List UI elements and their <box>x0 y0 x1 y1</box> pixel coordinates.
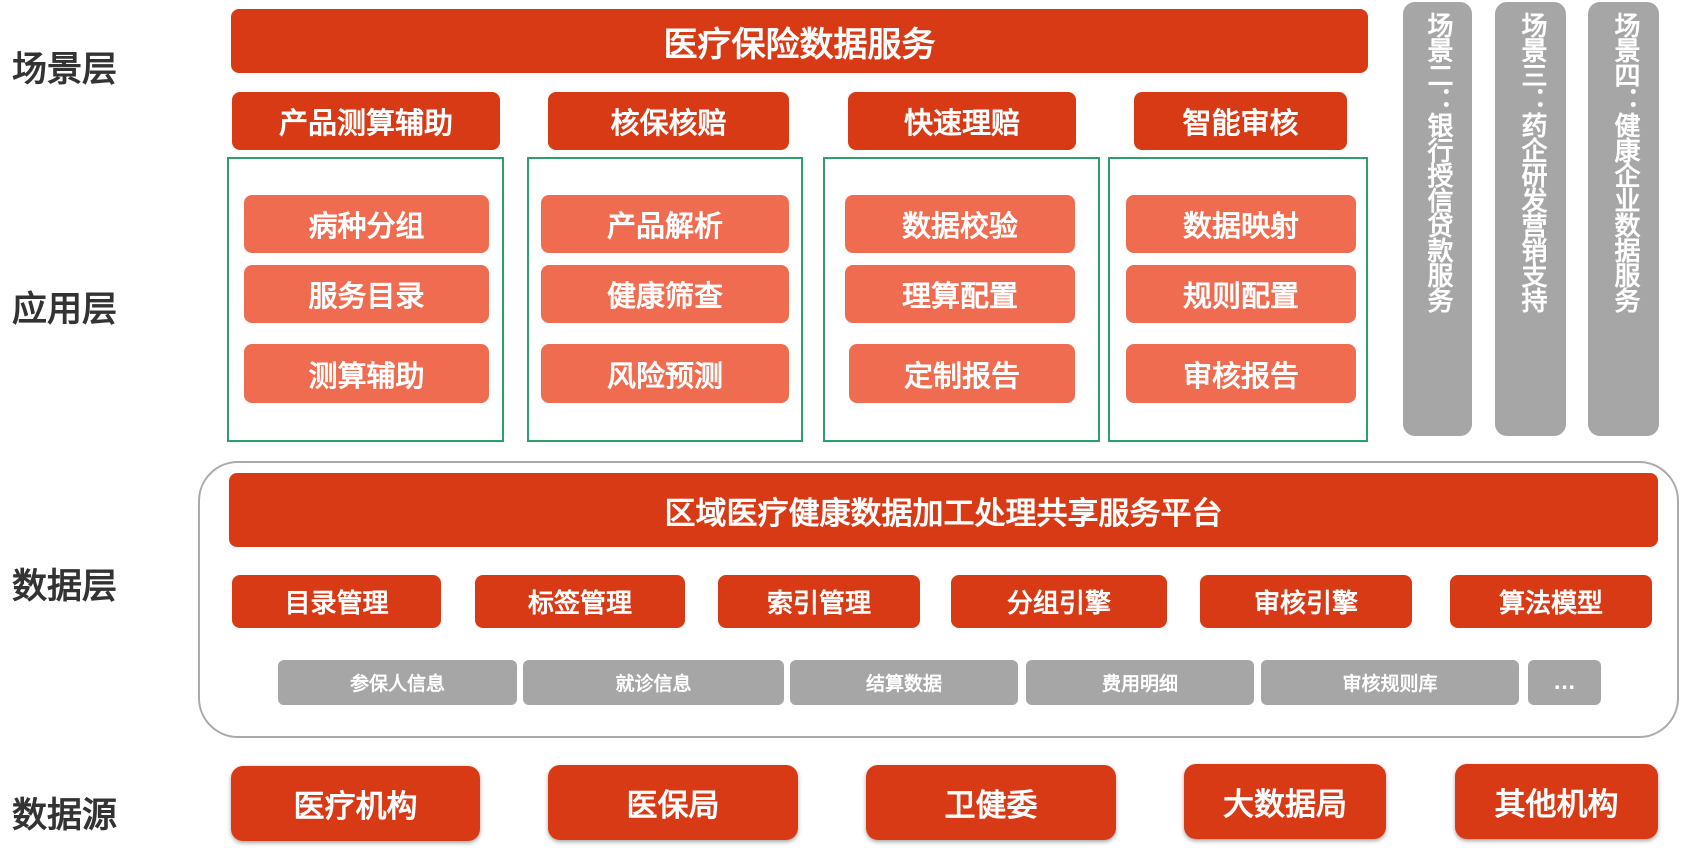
module-item: 标签管理 <box>475 575 685 628</box>
source-item: 医保局 <box>548 765 798 840</box>
source-item: 医疗机构 <box>231 766 480 841</box>
layer-label-app: 应用层 <box>12 289 118 330</box>
source-item: 其他机构 <box>1455 764 1658 839</box>
data-item: ... <box>1528 660 1601 705</box>
scene-bar: 场景三：药企研发营销支持 <box>1495 2 1566 436</box>
layer-label-data: 数据层 <box>12 566 118 607</box>
data-item: 参保人信息 <box>278 660 517 705</box>
scene-bar: 场景四：健康企业数据服务 <box>1588 2 1659 436</box>
group-header: 核保核赔 <box>548 92 789 150</box>
module-item: 索引管理 <box>718 575 920 628</box>
platform-bar: 区域医疗健康数据加工处理共享服务平台 <box>229 473 1658 547</box>
app-item: 风险预测 <box>541 344 789 403</box>
data-item: 就诊信息 <box>523 660 784 705</box>
app-item: 规则配置 <box>1126 265 1356 323</box>
module-item: 目录管理 <box>232 575 441 628</box>
data-item: 费用明细 <box>1026 660 1254 705</box>
group-header: 产品测算辅助 <box>232 92 500 150</box>
group-box <box>823 157 1100 442</box>
app-item: 产品解析 <box>541 195 789 253</box>
app-item: 理算配置 <box>845 265 1075 323</box>
app-item: 审核报告 <box>1126 344 1356 403</box>
scene-bar: 场景二：银行授信贷款服务 <box>1403 2 1472 436</box>
app-item: 测算辅助 <box>244 344 489 403</box>
module-item: 分组引擎 <box>951 575 1167 628</box>
data-layer-container <box>198 461 1679 738</box>
app-item: 健康筛查 <box>541 265 789 323</box>
layer-label-scene: 场景层 <box>12 49 118 90</box>
source-item: 卫健委 <box>866 765 1116 840</box>
app-item: 数据校验 <box>845 195 1075 253</box>
source-item: 大数据局 <box>1184 764 1386 839</box>
group-box <box>527 157 803 442</box>
app-item: 数据映射 <box>1126 195 1356 253</box>
group-box <box>1108 157 1368 442</box>
group-box <box>227 157 504 442</box>
data-item: 审核规则库 <box>1261 660 1519 705</box>
group-header: 快速理赔 <box>848 92 1076 150</box>
layer-label-source: 数据源 <box>12 795 118 836</box>
app-item: 病种分组 <box>244 195 489 253</box>
top-title-bar: 医疗保险数据服务 <box>231 9 1368 73</box>
app-item: 定制报告 <box>849 344 1075 403</box>
module-item: 审核引擎 <box>1200 575 1412 628</box>
data-item: 结算数据 <box>790 660 1018 705</box>
module-item: 算法模型 <box>1450 575 1652 628</box>
group-header: 智能审核 <box>1134 92 1347 150</box>
app-item: 服务目录 <box>244 265 489 323</box>
